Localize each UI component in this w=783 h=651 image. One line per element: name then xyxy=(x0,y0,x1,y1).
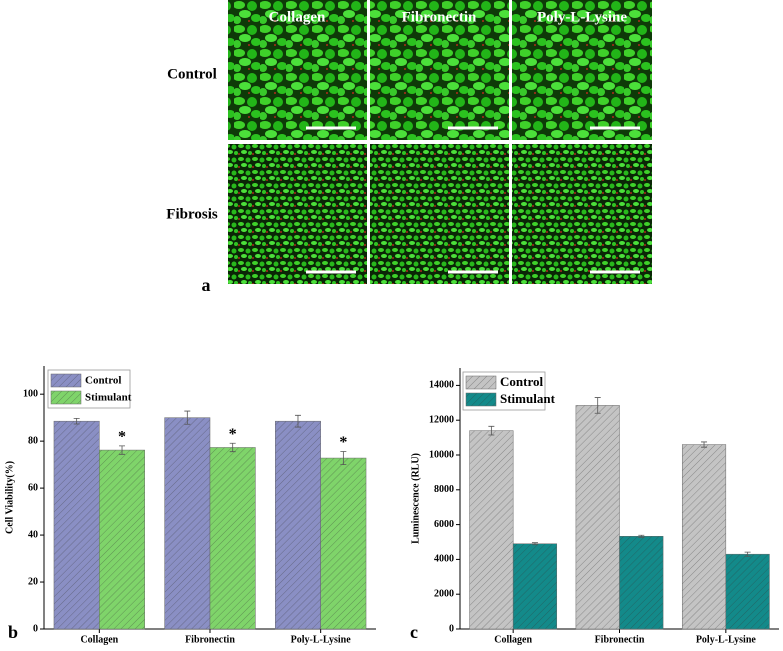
bar xyxy=(619,536,664,630)
bar xyxy=(725,553,770,630)
bar xyxy=(320,457,367,630)
y-axis-label: Luminescence (RLU) xyxy=(410,453,421,544)
panel-label: c xyxy=(410,622,418,642)
significance-mark: * xyxy=(339,434,347,451)
error-bar xyxy=(701,441,708,448)
error-bar xyxy=(638,534,645,538)
error-bar xyxy=(488,425,495,436)
y-tick-label: 8000 xyxy=(434,484,454,495)
micrograph xyxy=(370,0,509,140)
bar xyxy=(99,449,145,630)
legend-swatch xyxy=(465,392,497,407)
error-bar xyxy=(229,442,236,453)
error-bar xyxy=(73,417,80,425)
y-tick-label: 0 xyxy=(449,623,454,634)
bar xyxy=(575,405,620,630)
micrograph xyxy=(370,144,509,284)
bar xyxy=(275,420,321,630)
significance-mark: * xyxy=(118,429,126,446)
error-bar xyxy=(294,414,301,428)
micrograph xyxy=(512,144,652,284)
bar xyxy=(512,543,558,630)
panel-label: a xyxy=(202,275,211,295)
legend-swatch xyxy=(465,375,497,390)
scale-bars xyxy=(306,126,640,274)
x-tick-label: Fibronectin xyxy=(595,634,645,645)
significance-mark: * xyxy=(229,426,237,443)
bar xyxy=(53,420,100,630)
y-tick-label: 10000 xyxy=(429,449,454,460)
y-tick-label: 100 xyxy=(23,388,38,399)
y-tick-label: 12000 xyxy=(429,414,454,425)
x-tick-label: Poly-L-Lysine xyxy=(696,634,757,645)
column-label: Collagen xyxy=(269,9,326,25)
error-bar xyxy=(744,551,751,557)
bar xyxy=(681,444,727,630)
legend-label: Control xyxy=(85,375,121,387)
error-bar xyxy=(119,445,126,455)
x-tick-label: Collagen xyxy=(80,634,118,645)
y-tick-label: 2000 xyxy=(434,588,454,599)
error-bar xyxy=(184,410,191,425)
error-bar xyxy=(594,397,601,414)
bar xyxy=(164,417,211,630)
row-label: Fibrosis xyxy=(166,206,218,222)
x-tick-label: Fibronectin xyxy=(185,634,235,645)
row-label: Control xyxy=(167,66,217,82)
legend-label: Stimulant xyxy=(85,392,132,404)
x-tick-label: Collagen xyxy=(494,634,532,645)
y-tick-label: 20 xyxy=(28,576,38,587)
column-label: Fibronectin xyxy=(402,9,477,25)
y-tick-label: 80 xyxy=(28,435,38,446)
legend-label: Stimulant xyxy=(500,391,556,406)
y-tick-label: 6000 xyxy=(434,519,454,530)
micrograph xyxy=(512,0,652,140)
legend-swatch xyxy=(50,373,82,388)
panel-label: b xyxy=(8,622,18,642)
column-label: Poly-L-Lysine xyxy=(537,9,627,25)
bar xyxy=(209,447,256,630)
bar xyxy=(469,430,514,630)
y-tick-label: 14000 xyxy=(429,380,454,391)
micrograph xyxy=(228,0,367,140)
legend-swatch xyxy=(50,390,82,405)
y-tick-label: 4000 xyxy=(434,554,454,565)
error-bar xyxy=(340,451,347,466)
x-tick-label: Poly-L-Lysine xyxy=(291,634,352,645)
y-tick-label: 0 xyxy=(33,623,38,634)
error-bar xyxy=(531,542,538,546)
y-axis-label: Cell Viability(%) xyxy=(4,461,15,534)
legend-label: Control xyxy=(500,374,543,389)
micrograph xyxy=(228,144,367,284)
micrographs: Collagen Fibronectin Poly-L-Lysine Contr… xyxy=(166,0,652,295)
y-tick-label: 60 xyxy=(28,482,38,493)
y-tick-label: 40 xyxy=(28,529,38,540)
